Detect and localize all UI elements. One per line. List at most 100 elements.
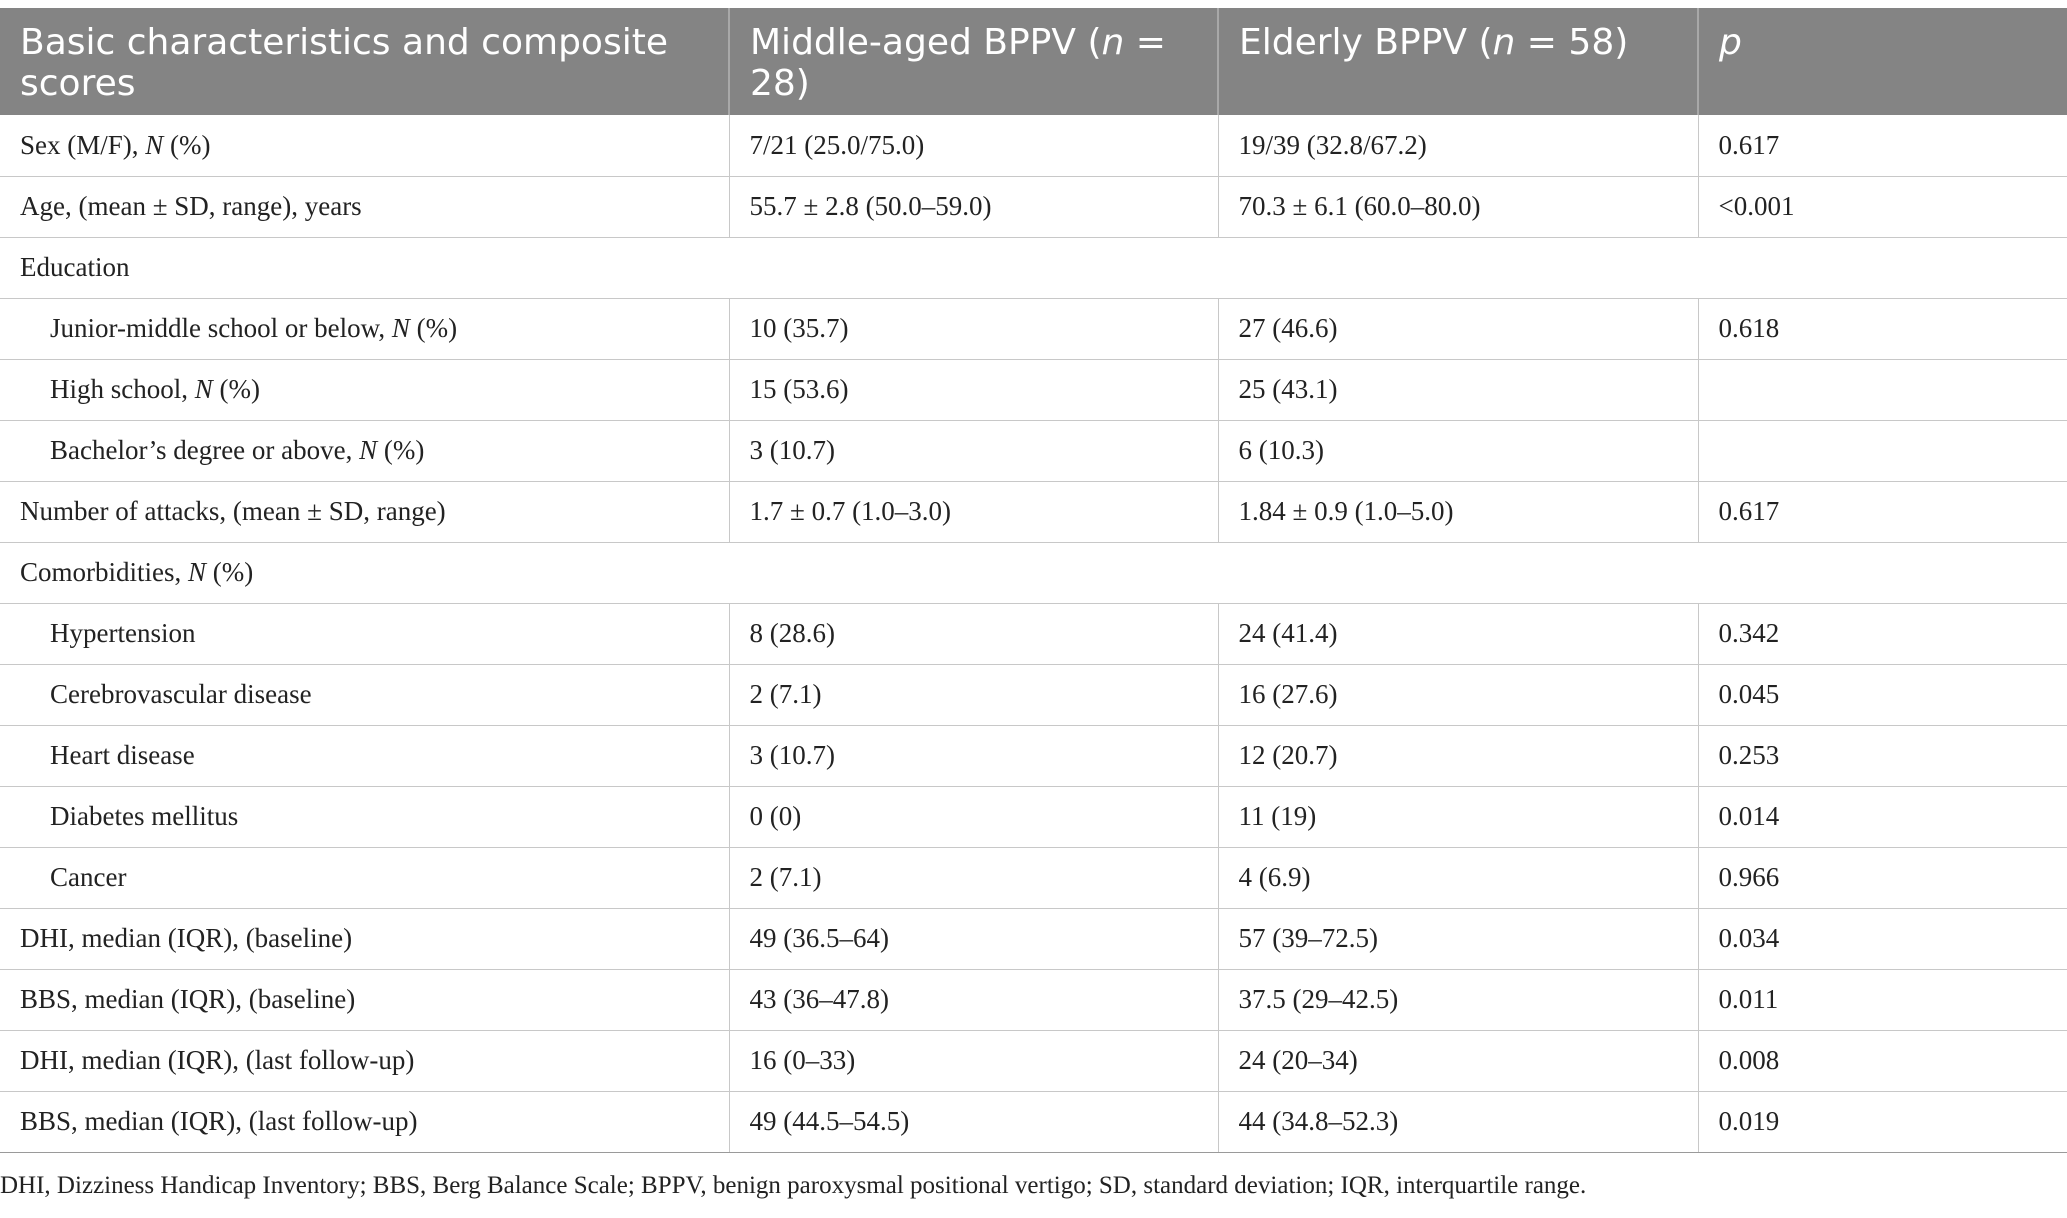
row-label-part: N xyxy=(145,129,164,160)
header-elderly-suffix: = 58) xyxy=(1515,22,1629,63)
p-value: 0.618 xyxy=(1697,298,2067,360)
table-row: BBS, median (IQR), (baseline) 43 (36–47.8… xyxy=(0,969,2067,1031)
p-value: 0.342 xyxy=(1697,603,2067,665)
section-label-part: (%) xyxy=(206,557,254,587)
p-value: 0.014 xyxy=(1697,786,2067,848)
row-label-part: Junior-middle school or below, xyxy=(50,313,392,343)
elderly-value: 25 (43.1) xyxy=(1217,359,1698,421)
row-label-part: Number of attacks, (mean ± SD, range) xyxy=(20,496,446,526)
middle-aged-value: 0 (0) xyxy=(728,786,1218,848)
elderly-value: 1.84 ± 0.9 (1.0–5.0) xyxy=(1217,481,1698,543)
elderly-value: 6 (10.3) xyxy=(1217,420,1698,482)
elderly-value: 44 (34.8–52.3) xyxy=(1217,1091,1698,1153)
section-heading: Education xyxy=(0,237,2067,299)
p-value: 0.253 xyxy=(1697,725,2067,787)
p-value xyxy=(1697,359,2067,421)
row-label: Number of attacks, (mean ± SD, range) xyxy=(0,481,729,543)
row-label-part: (%) xyxy=(163,129,211,160)
elderly-value: 16 (27.6) xyxy=(1217,664,1698,726)
table-body: Sex (M/F), N (%) 7/21 (25.0/75.0) 19/39 (3… xyxy=(0,115,2067,1153)
header-middle-aged-n: n xyxy=(1101,22,1125,63)
row-label: BBS, median (IQR), (baseline) xyxy=(0,969,729,1031)
table-row: Cerebrovascular disease 2 (7.1) 16 (27.6) 0… xyxy=(0,664,2067,726)
header-elderly-prefix: Elderly BPPV ( xyxy=(1239,22,1493,63)
middle-aged-value: 1.7 ± 0.7 (1.0–3.0) xyxy=(728,481,1218,543)
row-label: Diabetes mellitus xyxy=(0,786,729,848)
elderly-value: 12 (20.7) xyxy=(1217,725,1698,787)
table-header: Basic characteristics and composite scor… xyxy=(0,8,2067,115)
middle-aged-value: 8 (28.6) xyxy=(728,603,1218,665)
middle-aged-value: 2 (7.1) xyxy=(728,664,1218,726)
row-label-part: (%) xyxy=(409,313,458,343)
row-label-part: DHI, median (IQR), (baseline) xyxy=(20,923,353,953)
table-row: Number of attacks, (mean ± SD, range) 1.7… xyxy=(0,481,2067,543)
row-label-part: High school, xyxy=(50,374,195,404)
row-label: Hypertension xyxy=(0,603,729,665)
middle-aged-value: 10 (35.7) xyxy=(728,298,1218,360)
row-label-part: BBS, median (IQR), (last follow-up) xyxy=(20,1106,418,1136)
table-row: Age, (mean ± SD, range), years 55.7 ± 2.8… xyxy=(0,176,2067,238)
middle-aged-value: 2 (7.1) xyxy=(728,847,1218,909)
header-middle-aged-prefix: Middle-aged BPPV ( xyxy=(750,22,1102,63)
header-middle-aged: Middle-aged BPPV (n = 28) xyxy=(728,8,1218,115)
middle-aged-value: 3 (10.7) xyxy=(728,420,1218,482)
p-value: 0.045 xyxy=(1697,664,2067,726)
header-elderly-n: n xyxy=(1492,22,1516,63)
header-characteristics: Basic characteristics and composite scor… xyxy=(0,8,729,115)
row-label: Cancer xyxy=(0,847,729,909)
row-label: High school, N (%) xyxy=(0,359,729,421)
row-label-part: N xyxy=(391,313,410,343)
row-label: Age, (mean ± SD, range), years xyxy=(0,176,729,238)
p-value xyxy=(1697,420,2067,482)
p-value: 0.966 xyxy=(1697,847,2067,909)
elderly-value: 4 (6.9) xyxy=(1217,847,1698,909)
elderly-value: 37.5 (29–42.5) xyxy=(1217,969,1698,1031)
table-row: Junior-middle school or below, N (%) 10 (… xyxy=(0,298,2067,360)
table-row: Education xyxy=(0,237,2067,299)
section-label-part: Comorbidities, xyxy=(20,557,188,587)
row-label-part: Age, (mean ± SD, range), years xyxy=(20,191,362,221)
elderly-value: 24 (41.4) xyxy=(1217,603,1698,665)
p-value: <0.001 xyxy=(1697,176,2067,238)
header-elderly: Elderly BPPV (n = 58) xyxy=(1217,8,1698,115)
middle-aged-value: 15 (53.6) xyxy=(728,359,1218,421)
middle-aged-value: 49 (44.5–54.5) xyxy=(728,1091,1218,1153)
table-row: Cancer 2 (7.1) 4 (6.9) 0.966 xyxy=(0,847,2067,909)
table-row: Sex (M/F), N (%) 7/21 (25.0/75.0) 19/39 (3… xyxy=(0,115,2067,177)
elderly-value: 19/39 (32.8/67.2) xyxy=(1217,115,1698,177)
table-footnote: DHI, Dizziness Handicap Inventory; BBS, … xyxy=(0,1172,1587,1199)
row-label: Heart disease xyxy=(0,725,729,787)
characteristics-table-container: Basic characteristics and composite scor… xyxy=(0,8,2067,1153)
row-label: Cerebrovascular disease xyxy=(0,664,729,726)
table-row: DHI, median (IQR), (last follow-up) 16 (0… xyxy=(0,1030,2067,1092)
p-value: 0.617 xyxy=(1697,481,2067,543)
row-label: Sex (M/F), N (%) xyxy=(0,115,729,177)
header-p-value: p xyxy=(1697,8,2067,115)
row-label-part: (%) xyxy=(377,435,425,465)
table-row: Hypertension 8 (28.6) 24 (41.4) 0.342 xyxy=(0,603,2067,665)
middle-aged-value: 49 (36.5–64) xyxy=(728,908,1218,970)
section-label: Education xyxy=(20,252,130,282)
row-label: BBS, median (IQR), (last follow-up) xyxy=(0,1091,729,1153)
table-row: High school, N (%) 15 (53.6) 25 (43.1) xyxy=(0,359,2067,421)
elderly-value: 70.3 ± 6.1 (60.0–80.0) xyxy=(1217,176,1698,238)
characteristics-table: Basic characteristics and composite scor… xyxy=(0,8,2067,1153)
p-value: 0.617 xyxy=(1697,115,2067,177)
row-label-part: Hypertension xyxy=(50,618,196,648)
row-label: DHI, median (IQR), (baseline) xyxy=(0,908,729,970)
table-row: Comorbidities, N (%) xyxy=(0,542,2067,604)
header-row: Basic characteristics and composite scor… xyxy=(0,8,2067,115)
table-row: Bachelor’s degree or above, N (%) 3 (10.7… xyxy=(0,420,2067,482)
section-label-part: N xyxy=(188,557,207,587)
row-label-part: Cerebrovascular disease xyxy=(50,679,312,709)
table-row: BBS, median (IQR), (last follow-up) 49 (4… xyxy=(0,1091,2067,1153)
p-value: 0.008 xyxy=(1697,1030,2067,1092)
header-p-label: p xyxy=(1719,22,1742,63)
row-label-part: Sex (M/F), xyxy=(20,129,146,160)
row-label-part: N xyxy=(194,374,213,404)
row-label-part: Diabetes mellitus xyxy=(50,801,239,831)
row-label-part: BBS, median (IQR), (baseline) xyxy=(20,984,356,1014)
elderly-value: 24 (20–34) xyxy=(1217,1030,1698,1092)
middle-aged-value: 16 (0–33) xyxy=(728,1030,1218,1092)
middle-aged-value: 7/21 (25.0/75.0) xyxy=(728,115,1218,177)
